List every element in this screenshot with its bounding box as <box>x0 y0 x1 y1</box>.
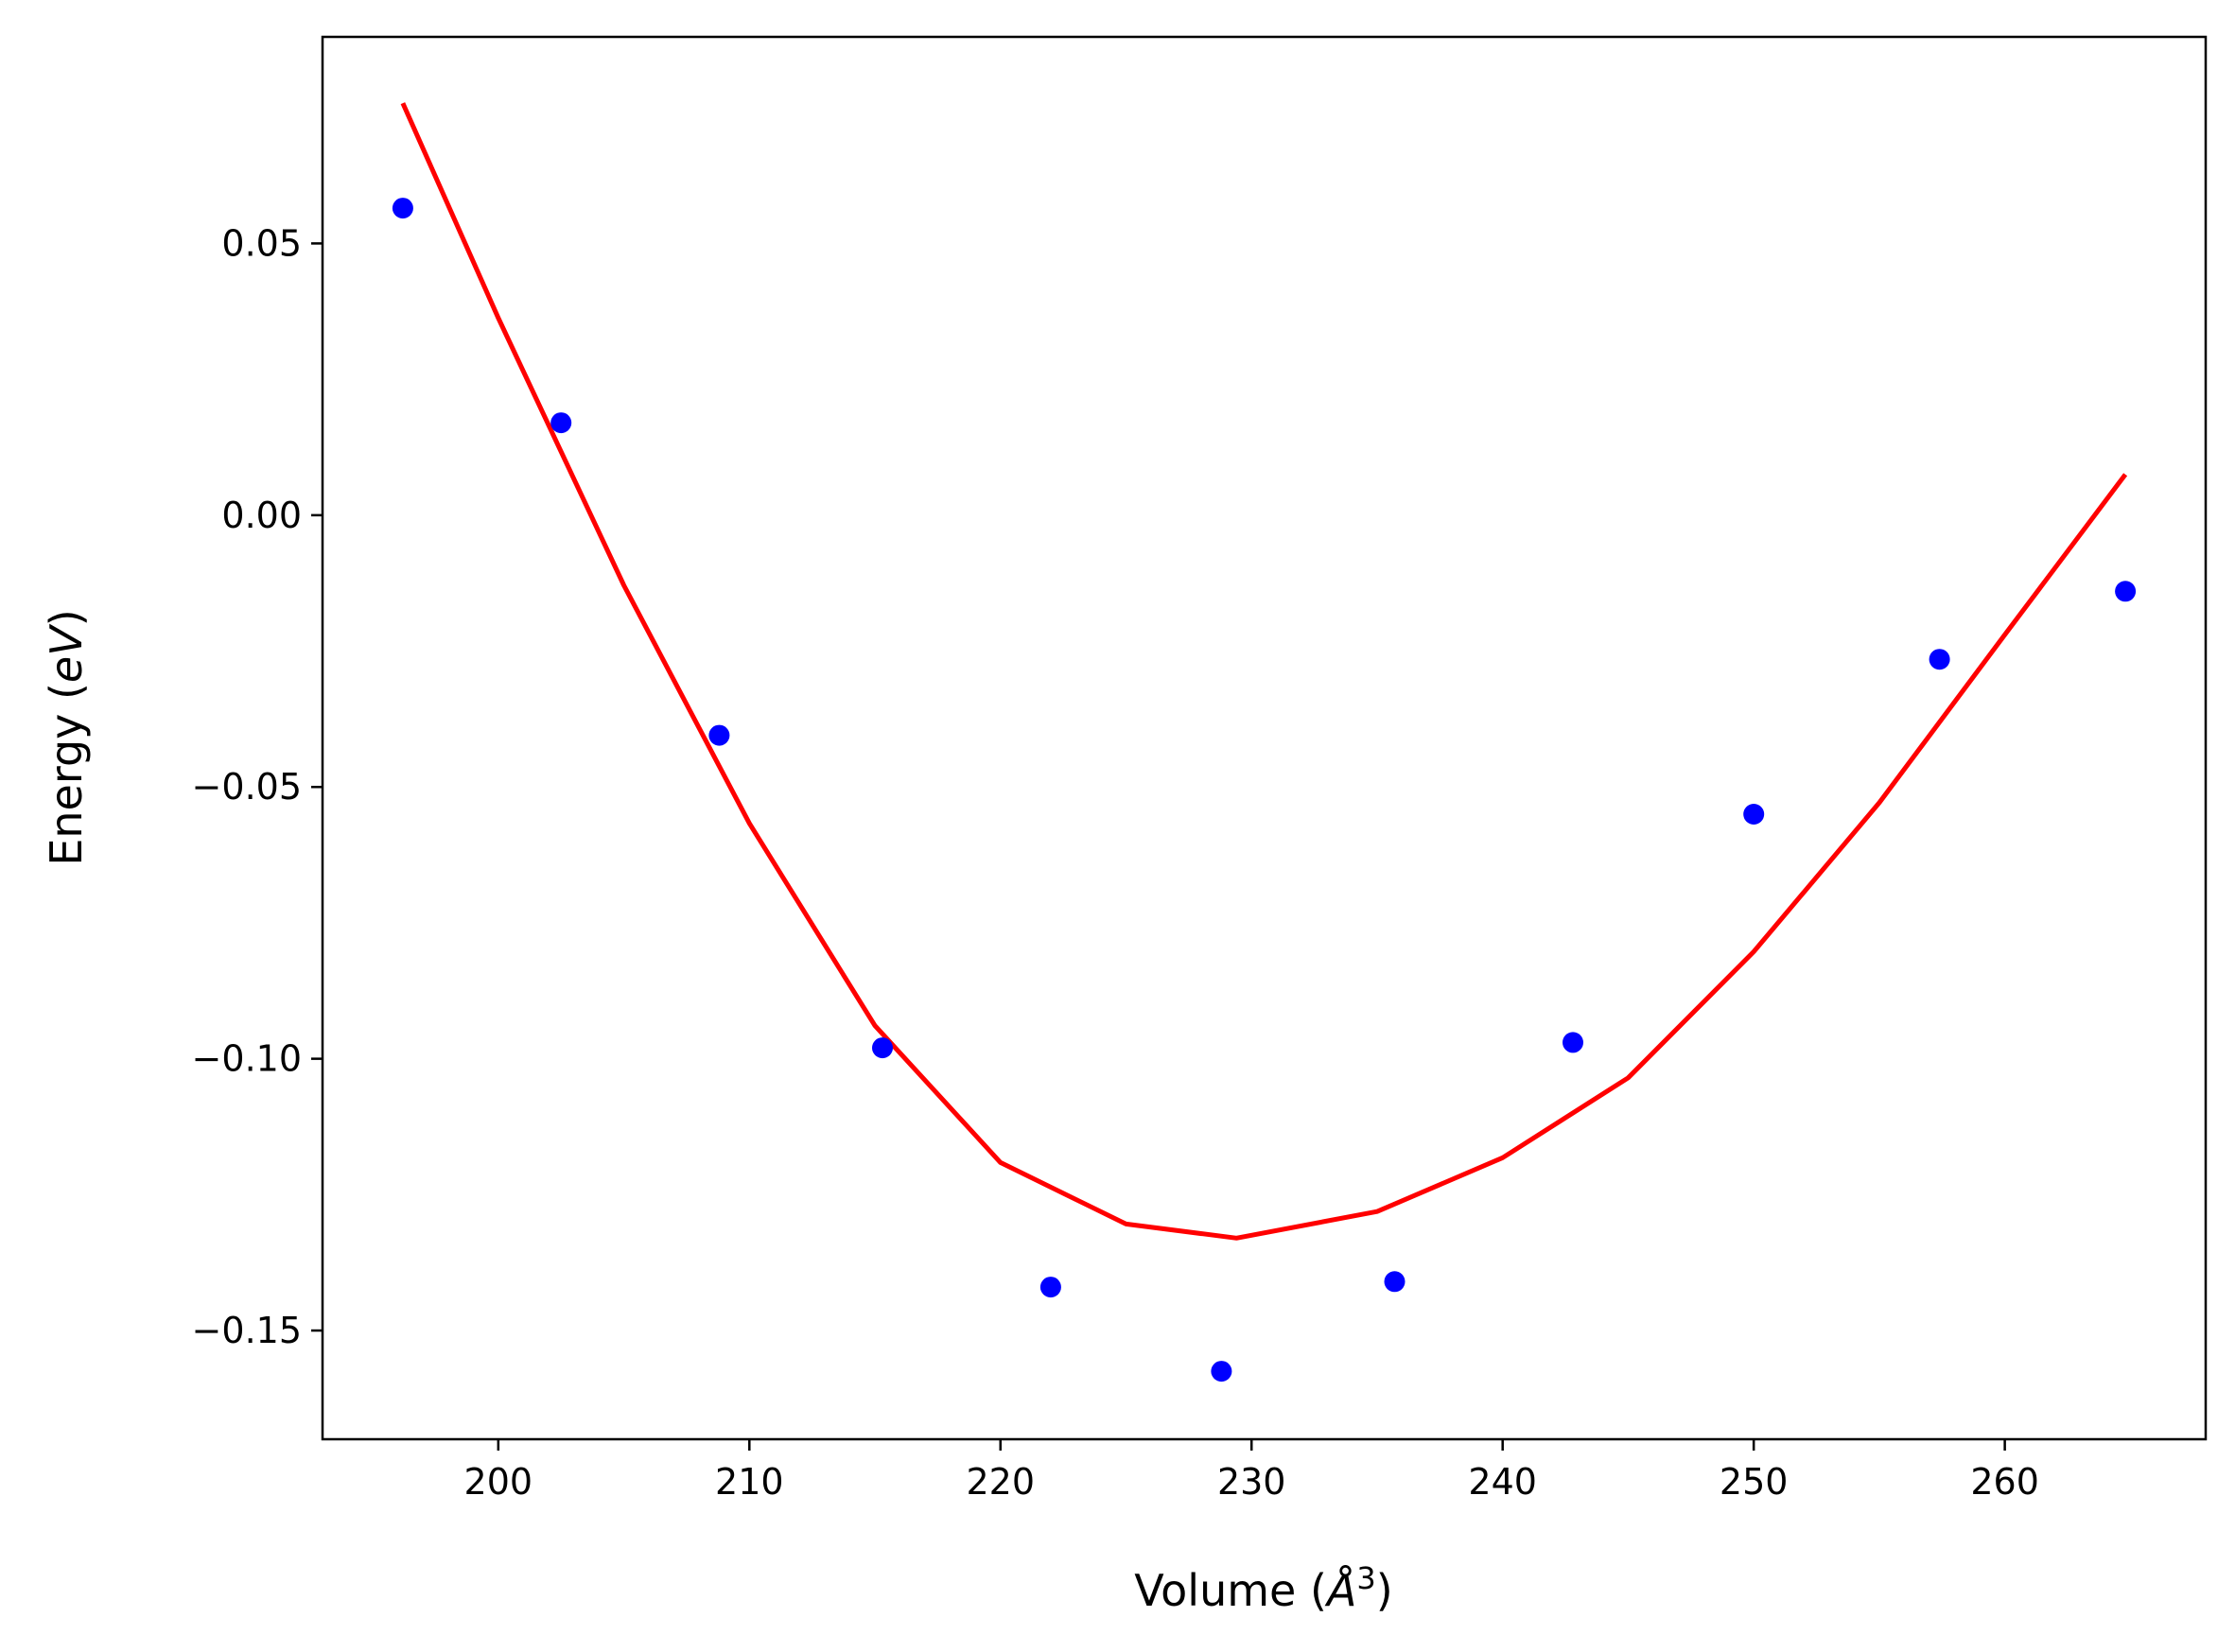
y-tick-label: −0.10 <box>192 1038 302 1080</box>
data-point <box>550 412 572 434</box>
x-tick-label: 200 <box>464 1461 533 1503</box>
x-tick-label: 250 <box>1720 1461 1789 1503</box>
data-point <box>2115 581 2137 602</box>
data-point <box>1929 649 1950 670</box>
plot-area <box>392 102 2137 1382</box>
data-point <box>392 198 413 219</box>
y-tick-label: −0.05 <box>192 766 302 808</box>
x-tick-label: 260 <box>1970 1461 2039 1503</box>
x-tick-label: 220 <box>966 1461 1035 1503</box>
x-tick-label: 210 <box>715 1461 784 1503</box>
data-point <box>1743 804 1765 825</box>
data-point <box>1039 1277 1061 1298</box>
axis-ticks: 200 210 220 230 240 250 260 0.05 0.00 −0.05 −0.10 −… <box>192 222 2039 1503</box>
data-point <box>1211 1361 1232 1382</box>
x-tick-label: 240 <box>1468 1461 1537 1503</box>
x-axis-title: Volume (Å3) <box>1134 1560 1392 1616</box>
y-tick-label: 0.05 <box>221 222 302 264</box>
data-point <box>872 1037 893 1059</box>
data-point <box>1384 1271 1406 1293</box>
axes-frame <box>321 35 2208 1441</box>
y-tick-label: 0.00 <box>221 495 302 536</box>
y-axis-title: Energy (eV) <box>41 609 92 865</box>
x-tick-label: 230 <box>1217 1461 1286 1503</box>
data-point <box>708 724 730 746</box>
data-point <box>1563 1032 1583 1053</box>
y-tick-label: −0.15 <box>192 1310 302 1351</box>
fit-curve <box>400 102 2128 1241</box>
